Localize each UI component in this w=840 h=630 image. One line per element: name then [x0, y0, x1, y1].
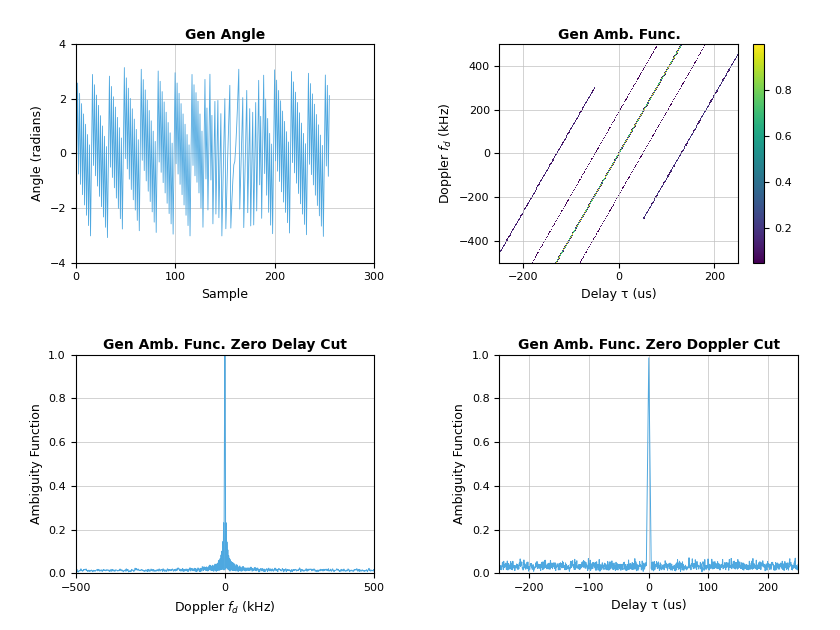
X-axis label: Delay τ (us): Delay τ (us) [581, 288, 657, 301]
Title: Gen Amb. Func. Zero Delay Cut: Gen Amb. Func. Zero Delay Cut [102, 338, 347, 352]
Y-axis label: Ambiguity Function: Ambiguity Function [29, 404, 43, 524]
Y-axis label: Doppler $f_d$ (kHz): Doppler $f_d$ (kHz) [437, 103, 454, 204]
Y-axis label: Ambiguity Function: Ambiguity Function [454, 404, 466, 524]
Title: Gen Amb. Func. Zero Doppler Cut: Gen Amb. Func. Zero Doppler Cut [517, 338, 780, 352]
Y-axis label: Angle (radians): Angle (radians) [31, 105, 44, 202]
Title: Gen Angle: Gen Angle [185, 28, 265, 42]
Title: Gen Amb. Func.: Gen Amb. Func. [558, 28, 680, 42]
X-axis label: Doppler $f_d$ (kHz): Doppler $f_d$ (kHz) [174, 598, 276, 616]
X-axis label: Delay τ (us): Delay τ (us) [611, 598, 686, 612]
X-axis label: Sample: Sample [202, 288, 249, 301]
